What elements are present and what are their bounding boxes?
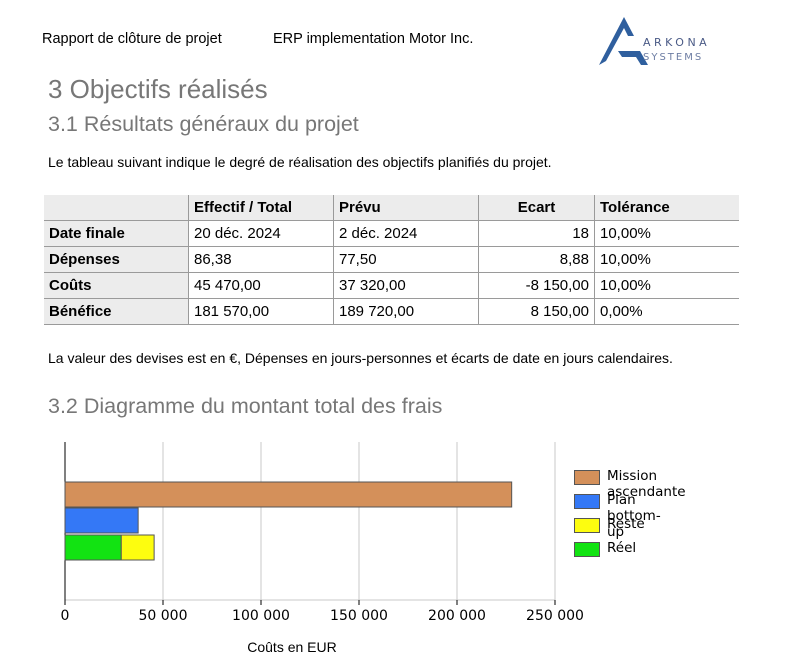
- table-cell: 8 150,00: [478, 298, 595, 325]
- table-row: Bénéfice 181 570,00 189 720,00 8 150,00 …: [44, 298, 739, 325]
- report-title: Rapport de clôture de projet: [42, 31, 222, 47]
- table-cell: 181 570,00: [188, 298, 334, 325]
- table-header-cell: Effectif / Total: [188, 195, 334, 221]
- legend-label: Plan bottom-up: [607, 492, 661, 540]
- currency-note: La valeur des devises est en €, Dépenses…: [48, 350, 673, 366]
- table-cell: 10,00%: [594, 272, 739, 299]
- x-tick-label: 250 000: [526, 608, 584, 624]
- table-cell: 18: [478, 220, 595, 247]
- table-header-cell: Ecart: [478, 195, 595, 221]
- table-header-cell: Prévu: [333, 195, 479, 221]
- table-cell: 20 déc. 2024: [188, 220, 334, 247]
- table-cell: 10,00%: [594, 220, 739, 247]
- table-header-row: Effectif / Total Prévu Ecart Tolérance: [44, 195, 739, 221]
- legend-swatch: [574, 518, 600, 533]
- logo-text-systems: SYSTEMS: [643, 52, 704, 63]
- table-header-cell: [44, 195, 189, 221]
- bar-mission-ascendante: [64, 481, 513, 508]
- chart-title: 3.2 Diagramme du montant total des frais: [48, 394, 443, 418]
- legend-swatch: [574, 542, 600, 557]
- row-label: Dépenses: [44, 246, 189, 273]
- legend-label: Mission ascendante: [607, 468, 686, 500]
- table-row: Dépenses 86,38 77,50 8,88 10,00%: [44, 246, 739, 273]
- x-tick-label: 100 000: [232, 608, 290, 624]
- table-cell: 0,00%: [594, 298, 739, 325]
- x-tick-label: 150 000: [330, 608, 388, 624]
- intro-paragraph: Le tableau suivant indique le degré de r…: [48, 154, 552, 170]
- legend-swatch: [574, 470, 600, 485]
- legend-label: Reste: [607, 516, 645, 532]
- x-tick-label: 200 000: [428, 608, 486, 624]
- table-cell: 45 470,00: [188, 272, 334, 299]
- bar-plan-bottom-up: [64, 507, 139, 534]
- x-axis-label: Coûts en EUR: [247, 639, 336, 655]
- table-cell: 189 720,00: [333, 298, 479, 325]
- subsection-title: 3.1 Résultats généraux du projet: [48, 112, 359, 136]
- row-label: Date finale: [44, 220, 189, 247]
- logo-text-arkona: ARKONA: [643, 36, 711, 49]
- project-name: ERP implementation Motor Inc.: [273, 31, 474, 47]
- arkona-logo-icon: [599, 17, 648, 65]
- legend-swatch: [574, 494, 600, 509]
- table-row: Coûts 45 470,00 37 320,00 -8 150,00 10,0…: [44, 272, 739, 299]
- legend-label: Réel: [607, 540, 637, 556]
- bar-reel: [64, 534, 122, 561]
- x-tick-label: 0: [61, 608, 70, 624]
- x-tick-label: 50 000: [139, 608, 188, 624]
- table-header-cell: Tolérance: [594, 195, 739, 221]
- bar-reste: [120, 534, 155, 561]
- table-cell: 10,00%: [594, 246, 739, 273]
- cost-bar-chart: 0 50 000 100 000 150 000 200 000 250 000 Coûts…: [61, 442, 584, 655]
- section-title: 3 Objectifs réalisés: [48, 74, 268, 104]
- table-cell: 86,38: [188, 246, 334, 273]
- table-row: Date finale 20 déc. 2024 2 déc. 2024 18 …: [44, 220, 739, 247]
- table-cell: 37 320,00: [333, 272, 479, 299]
- table-cell: -8 150,00: [478, 272, 595, 299]
- table-cell: 8,88: [478, 246, 595, 273]
- row-label: Coûts: [44, 272, 189, 299]
- table-cell: 77,50: [333, 246, 479, 273]
- results-table: Effectif / Total Prévu Ecart Tolérance D…: [44, 195, 739, 325]
- row-label: Bénéfice: [44, 298, 189, 325]
- table-cell: 2 déc. 2024: [333, 220, 479, 247]
